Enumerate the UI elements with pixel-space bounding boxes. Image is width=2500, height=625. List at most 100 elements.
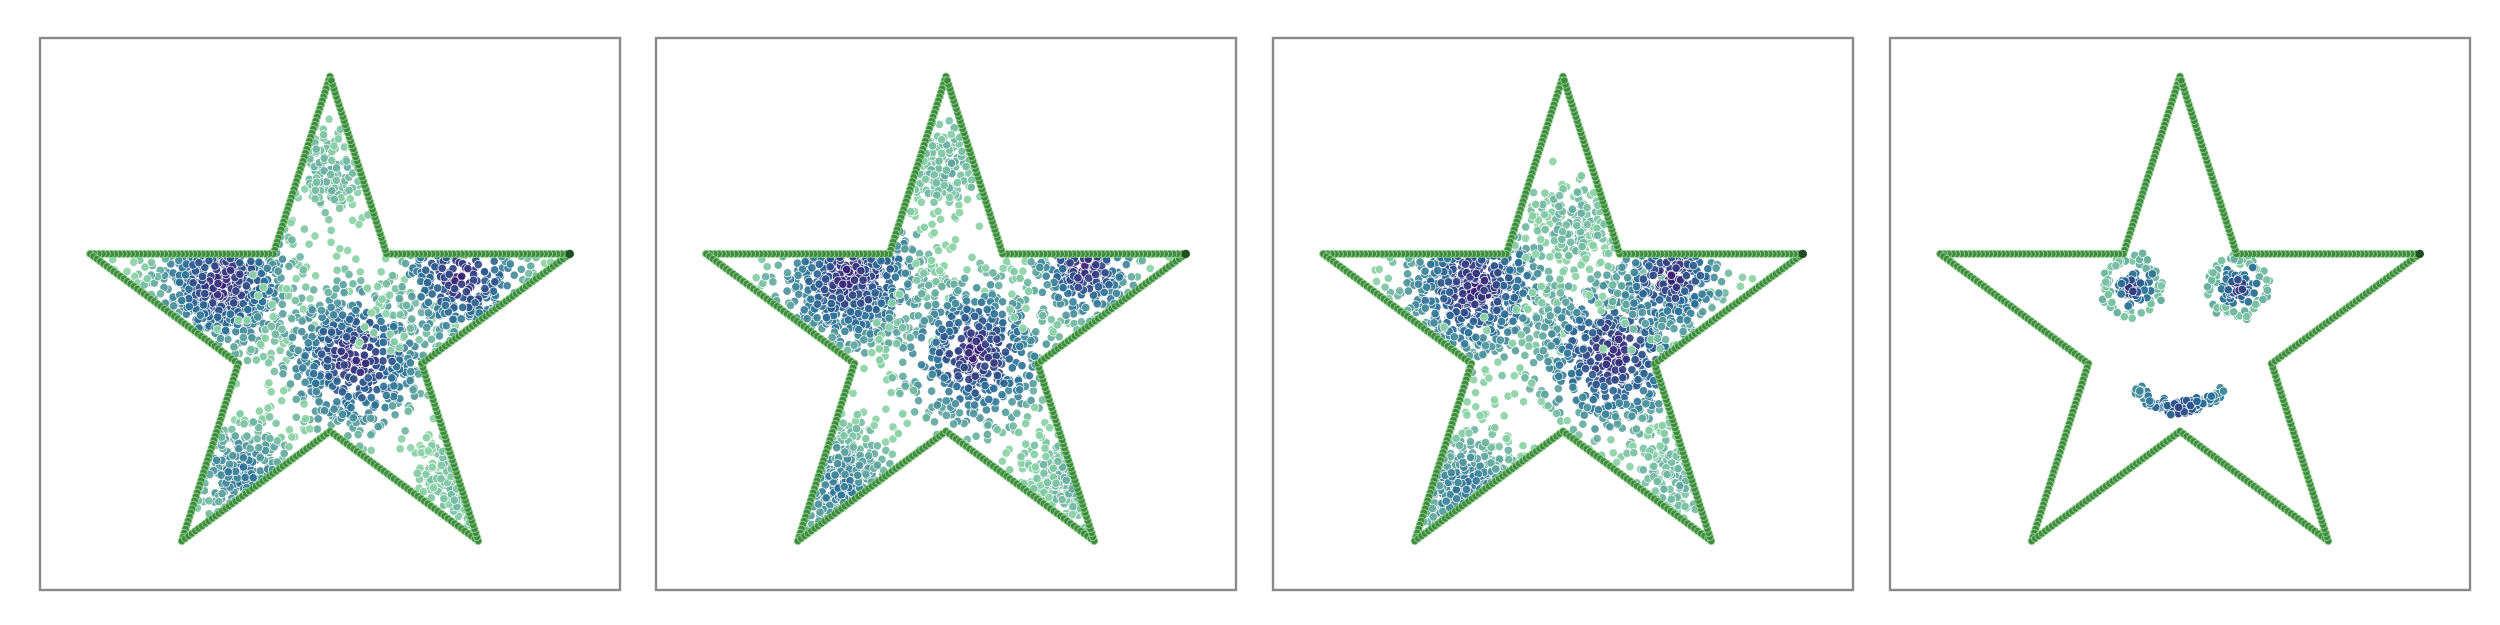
scatter-point <box>213 278 223 289</box>
scatter-point <box>332 376 342 386</box>
scatter-point <box>366 393 376 403</box>
scatter-point <box>516 264 526 274</box>
scatter-point <box>338 409 348 419</box>
scatter-point <box>400 426 410 436</box>
scatter-point <box>892 339 902 349</box>
scatter-point <box>327 186 337 196</box>
scatter-point <box>944 349 954 359</box>
scatter-point <box>992 334 1002 344</box>
scatter-point <box>326 225 336 235</box>
scatter-point <box>362 283 372 293</box>
scatter-point <box>235 269 245 279</box>
scatter-point <box>858 275 868 285</box>
scatter-point <box>259 282 269 293</box>
scatter-point <box>1383 273 1393 283</box>
scatter-point <box>373 282 383 292</box>
scatter-point <box>931 337 941 347</box>
scatter-point <box>869 420 879 430</box>
scatter-point <box>291 274 301 284</box>
scatter-point <box>920 174 930 184</box>
scatter-point <box>1057 495 1067 505</box>
scatter-point <box>852 423 862 434</box>
scatter-point <box>356 276 366 286</box>
scatter-point <box>389 322 399 332</box>
scatter-point <box>239 419 249 429</box>
scatter-point <box>941 396 951 406</box>
scatter-point <box>916 333 926 343</box>
scatter-point <box>140 262 150 272</box>
scatter-point <box>919 316 929 326</box>
scatter-point <box>939 180 949 190</box>
scatter-point <box>332 251 342 261</box>
scatter-point <box>254 257 264 267</box>
scatter-point <box>1026 257 1036 267</box>
scatter-point <box>374 371 384 381</box>
scatter-point <box>1413 279 1423 289</box>
scatter-point <box>386 346 396 356</box>
scatter-point <box>242 315 252 325</box>
scatter-point <box>270 329 280 339</box>
scatter-point <box>848 442 858 452</box>
scatter-point <box>387 401 398 411</box>
scatter-point <box>874 344 884 354</box>
scatter-point <box>936 214 946 224</box>
scatter-point <box>421 469 431 479</box>
scatter-point <box>312 177 322 187</box>
scatter-point <box>930 288 940 298</box>
scatter-point <box>886 388 896 398</box>
scatter-point <box>962 194 973 205</box>
scatter-point <box>423 308 433 318</box>
boundary-tip-point <box>565 249 574 259</box>
scatter-point <box>1018 323 1028 333</box>
scatter-point <box>1016 452 1026 462</box>
scatter-point <box>267 299 277 309</box>
scatter-point <box>928 141 938 151</box>
scatter-point <box>861 434 871 444</box>
scatter-point <box>997 390 1007 400</box>
scatter-point <box>463 264 473 274</box>
scatter-point <box>1042 478 1052 488</box>
scatter-point <box>188 278 198 288</box>
boundary-point <box>943 76 952 85</box>
scatter-point <box>332 298 342 308</box>
scatter-point <box>376 316 386 326</box>
scatter-point <box>248 473 258 483</box>
scatter-point <box>316 305 327 315</box>
scatter-point <box>328 310 339 320</box>
scatter-point <box>387 356 397 366</box>
scatter-point <box>241 281 251 291</box>
scatter-point <box>297 316 307 326</box>
scatter-point <box>953 346 964 356</box>
scatter-point <box>887 449 897 459</box>
scatter-point <box>332 265 342 275</box>
scatter-point <box>912 275 922 285</box>
scatter-point <box>802 314 812 324</box>
scatter-point <box>946 158 957 168</box>
scatter-point <box>929 417 940 427</box>
scatter-point <box>1091 270 1101 280</box>
scatter-point <box>854 460 865 470</box>
scatter-point <box>307 305 317 315</box>
scatter-point <box>998 318 1008 328</box>
scatter-point <box>490 265 500 275</box>
scatter-point <box>876 256 886 266</box>
scatter-point <box>927 369 937 379</box>
scatter-point <box>976 297 987 307</box>
scatter-point <box>773 260 783 270</box>
scatter-point <box>381 279 391 289</box>
scatter-point <box>944 387 954 397</box>
scatter-point <box>989 383 999 394</box>
scatter-point <box>934 348 944 358</box>
scatter-point <box>980 380 990 391</box>
scatter-point <box>423 297 433 307</box>
scatter-point <box>363 373 373 383</box>
scatter-point <box>1045 423 1055 433</box>
scatter-point <box>285 379 296 389</box>
scatter-point <box>265 433 275 444</box>
scatter-point <box>204 496 214 506</box>
scatter-point <box>1531 313 1541 323</box>
scatter-point <box>1065 258 1075 268</box>
scatter-point <box>377 294 387 304</box>
scatter-point <box>937 148 947 158</box>
scatter-point <box>793 270 803 280</box>
